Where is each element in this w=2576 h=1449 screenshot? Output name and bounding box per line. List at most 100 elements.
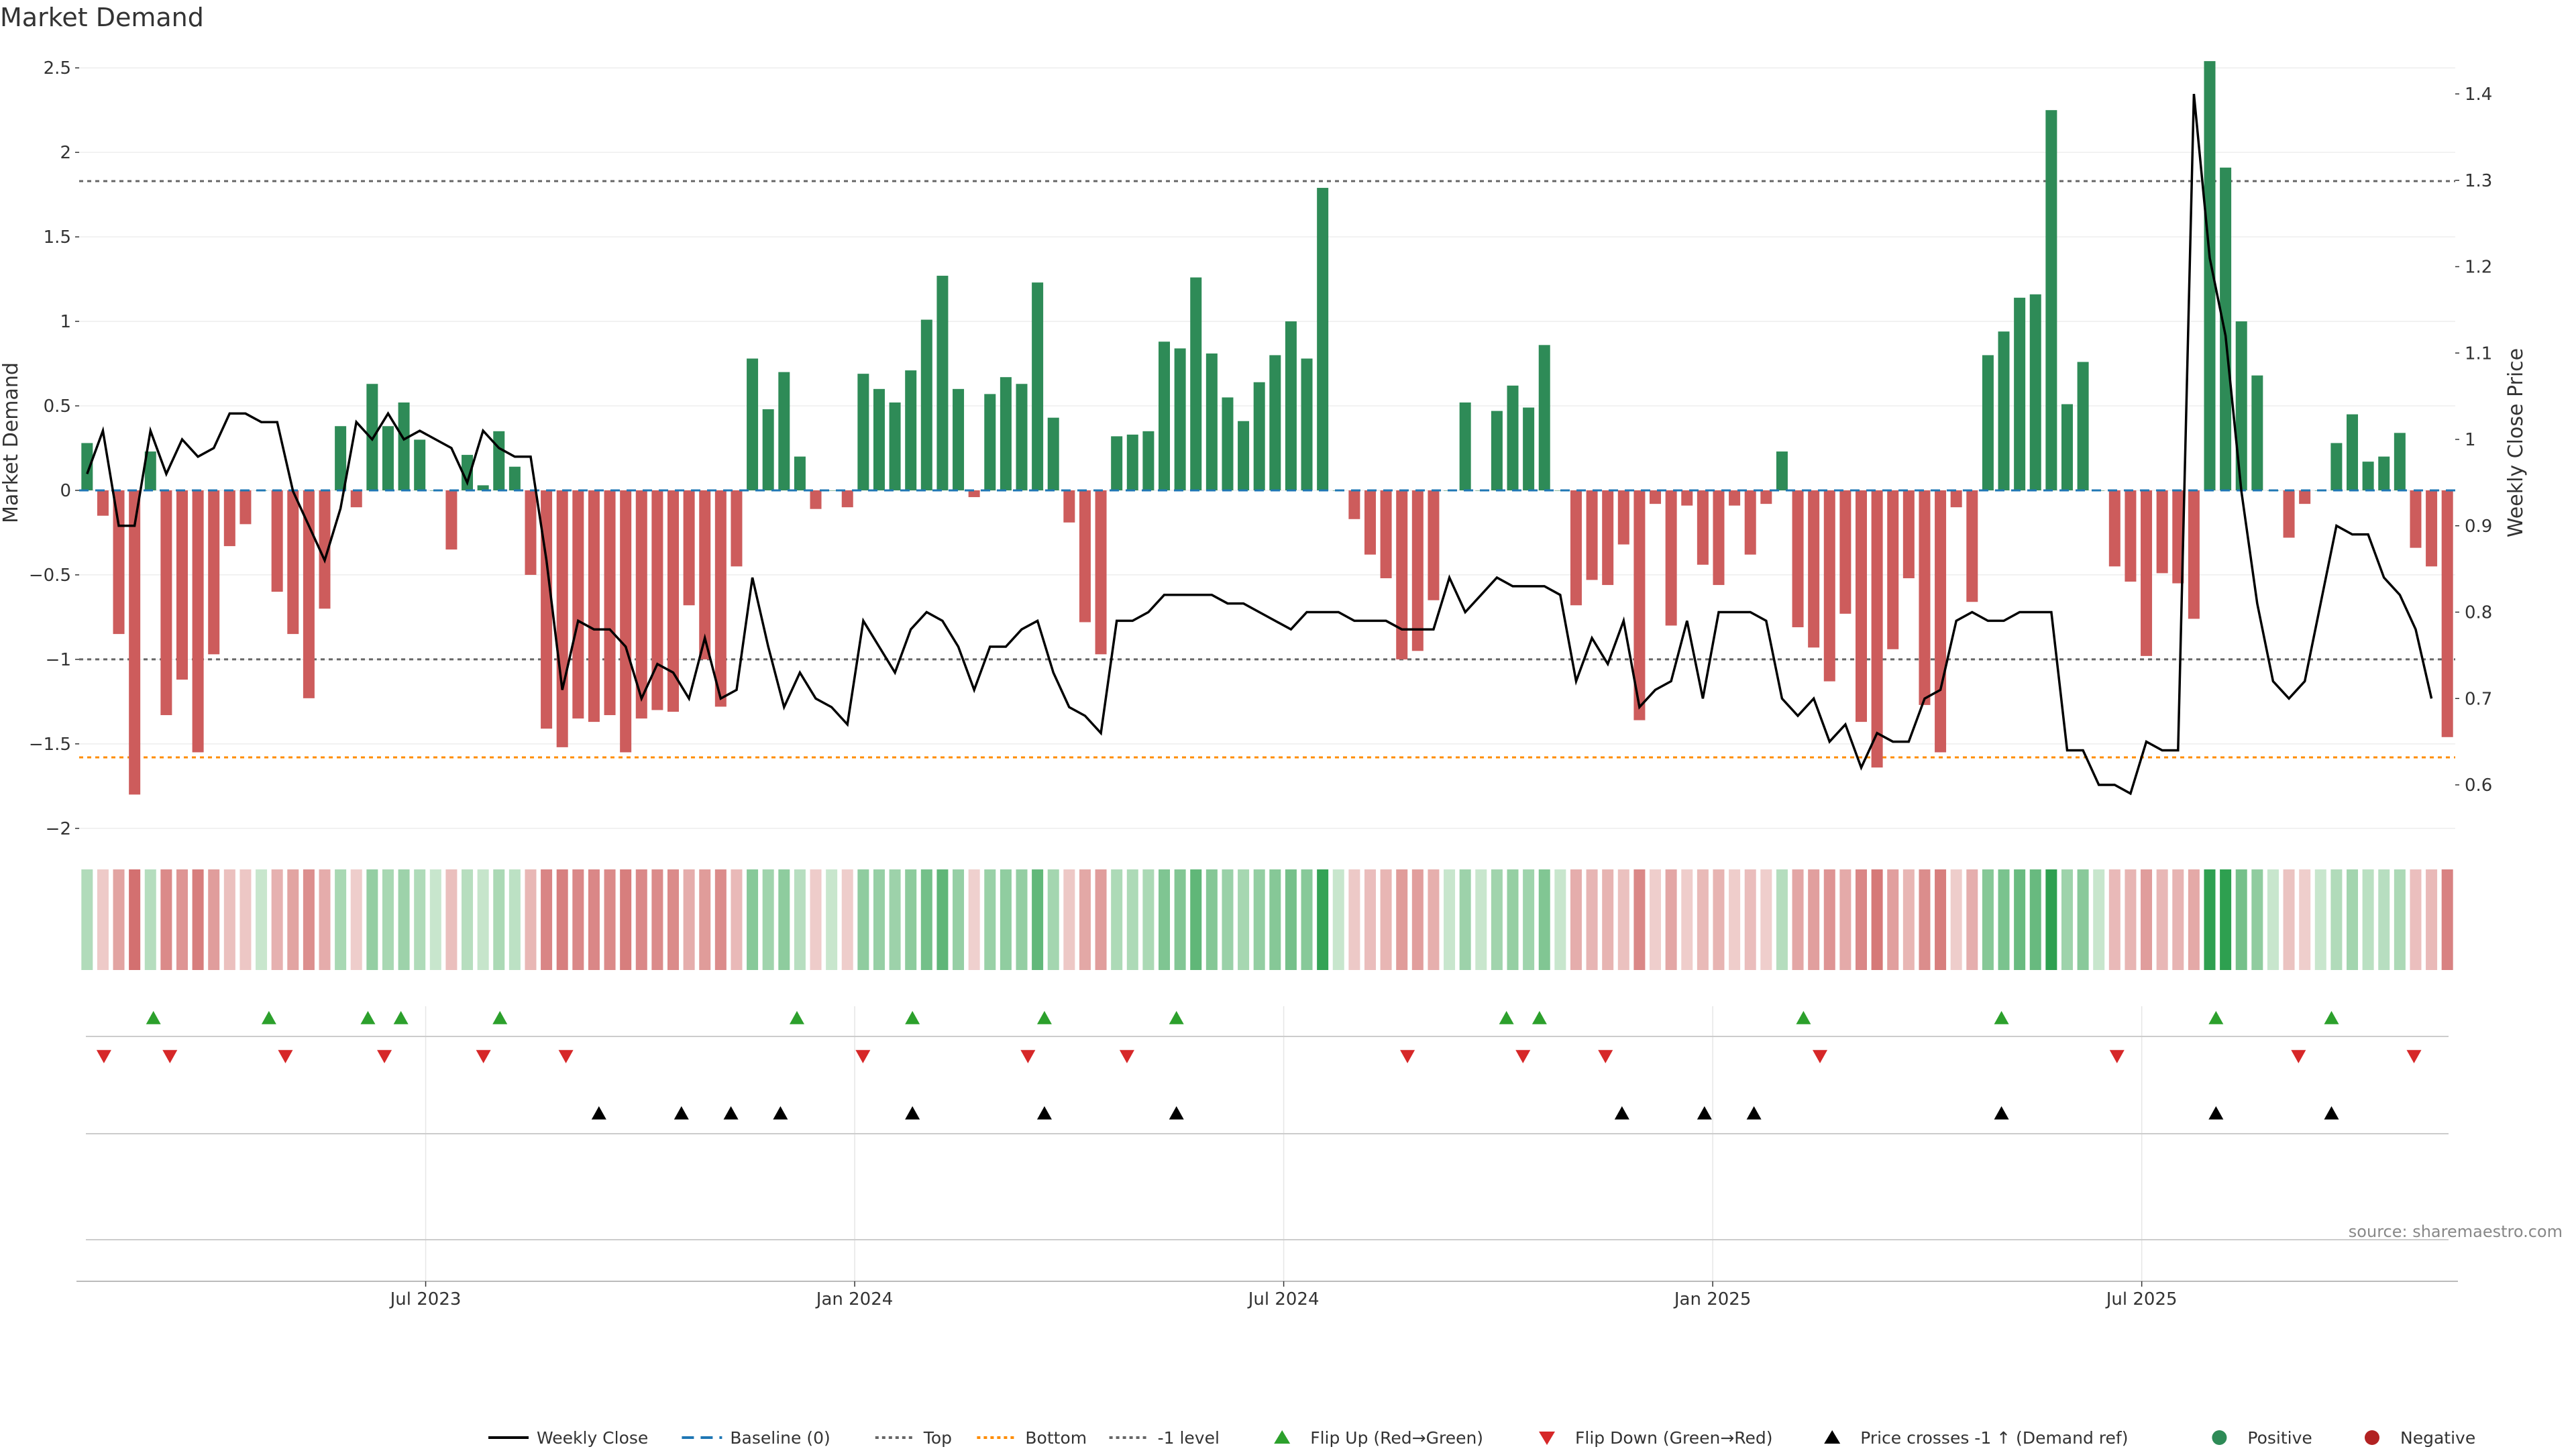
bar-positive: [2251, 375, 2263, 490]
legend-label: -1 level: [1158, 1428, 1220, 1448]
heat-cell: [1887, 869, 1899, 970]
heat-cell: [714, 869, 727, 970]
bar-positive: [81, 443, 93, 490]
heat-cell: [303, 869, 315, 970]
heat-cell: [2045, 869, 2057, 970]
heat-cell: [1238, 869, 1250, 970]
heat-cell: [160, 869, 172, 970]
heat-cell: [2156, 869, 2168, 970]
x-tick-label: Jul 2023: [389, 1289, 462, 1309]
heat-cell: [1617, 869, 1629, 970]
bar-negative: [635, 490, 647, 719]
flip-down-marker: [2406, 1050, 2422, 1063]
legend-label: Weekly Close: [537, 1428, 648, 1448]
heat-cell: [1855, 869, 1868, 970]
bar-positive: [1142, 431, 1155, 490]
heat-cell: [1444, 869, 1456, 970]
y-tick-label: 1: [60, 312, 71, 332]
bar-positive: [2061, 404, 2073, 490]
heat-cell: [984, 869, 996, 970]
heat-cell: [1792, 869, 1804, 970]
heat-cell: [572, 869, 584, 970]
bar-positive: [1190, 277, 1202, 490]
bar-positive: [1459, 402, 1471, 490]
heat-cell: [319, 869, 331, 970]
heat-cell: [2347, 869, 2359, 970]
y2-axis-label: Weekly Close Price: [2504, 348, 2528, 537]
heat-cell: [2029, 869, 2041, 970]
heat-cell: [493, 869, 505, 970]
legend-circle-icon: [2365, 1430, 2379, 1445]
flip-up-marker: [789, 1011, 804, 1024]
y-tick-label: 2.5: [44, 58, 71, 78]
bar-negative: [525, 490, 537, 575]
bar-positive: [2045, 110, 2057, 490]
heat-cell: [667, 869, 680, 970]
bar-negative: [1902, 490, 1915, 578]
bar-positive: [2394, 433, 2406, 490]
bar-negative: [192, 490, 204, 753]
legend-label: Flip Down (Green→Red): [1575, 1428, 1773, 1448]
flip-up-marker: [1036, 1011, 1052, 1024]
bar-negative: [1348, 490, 1360, 519]
heat-cell: [2330, 869, 2343, 970]
bar-positive: [1285, 321, 1297, 490]
bar-negative: [572, 490, 584, 719]
heat-cell: [794, 869, 806, 970]
heat-cell: [1142, 869, 1155, 970]
heat-cell: [256, 869, 268, 970]
bar-positive: [144, 451, 156, 490]
heat-cell: [1586, 869, 1598, 970]
legend-circle-icon: [2212, 1430, 2227, 1445]
price-cross-marker: [1994, 1106, 2009, 1120]
heat-cell: [287, 869, 299, 970]
heat-cell: [271, 869, 283, 970]
bar-negative: [683, 490, 695, 606]
heat-cell: [541, 869, 553, 970]
bar-negative: [841, 490, 853, 508]
heat-cell: [1871, 869, 1883, 970]
bar-negative: [714, 490, 727, 707]
bar-negative: [2172, 490, 2184, 584]
heat-cell: [1902, 869, 1915, 970]
heat-cell: [1332, 869, 1344, 970]
flip-down-marker: [1515, 1050, 1531, 1063]
bar-positive: [1016, 384, 1028, 490]
bar-negative: [223, 490, 235, 547]
y-tick-label: −1.5: [29, 735, 71, 755]
heat-cell: [445, 869, 458, 970]
legend: Weekly Close Baseline (0) Top Bottom -1 leve…: [488, 1428, 2475, 1448]
bar-positive: [2235, 321, 2247, 490]
bar-negative: [1823, 490, 1835, 682]
heat-cell: [1538, 869, 1550, 970]
bar-positive: [1205, 353, 1218, 490]
bar-negative: [319, 490, 331, 609]
heat-cell: [1950, 869, 1962, 970]
bar-negative: [208, 490, 220, 655]
heat-cell: [1935, 869, 1947, 970]
bar-positive: [508, 466, 521, 490]
heat-cell: [1523, 869, 1535, 970]
bar-negative: [2441, 490, 2453, 737]
heat-cell: [635, 869, 647, 970]
heat-cell: [778, 869, 790, 970]
bar-positive: [1998, 331, 2010, 490]
bar-positive: [1047, 417, 1059, 490]
legend-item: Bottom: [977, 1428, 1087, 1448]
heat-cell: [1744, 869, 1756, 970]
heat-cell: [2362, 869, 2374, 970]
heat-cell: [683, 869, 695, 970]
heat-cell: [1016, 869, 1028, 970]
heat-cell: [1285, 869, 1297, 970]
bar-negative: [1919, 490, 1931, 705]
y2-tick-label: 0.6: [2465, 775, 2492, 796]
heat-cell: [2441, 869, 2453, 970]
price-cross-marker: [773, 1106, 788, 1120]
bar-negative: [1681, 490, 1693, 506]
heat-cell: [2061, 869, 2073, 970]
heat-cell: [920, 869, 932, 970]
bar-negative: [1792, 490, 1804, 628]
heat-cell: [1650, 869, 1662, 970]
heat-cell: [1665, 869, 1677, 970]
heat-cell: [208, 869, 220, 970]
